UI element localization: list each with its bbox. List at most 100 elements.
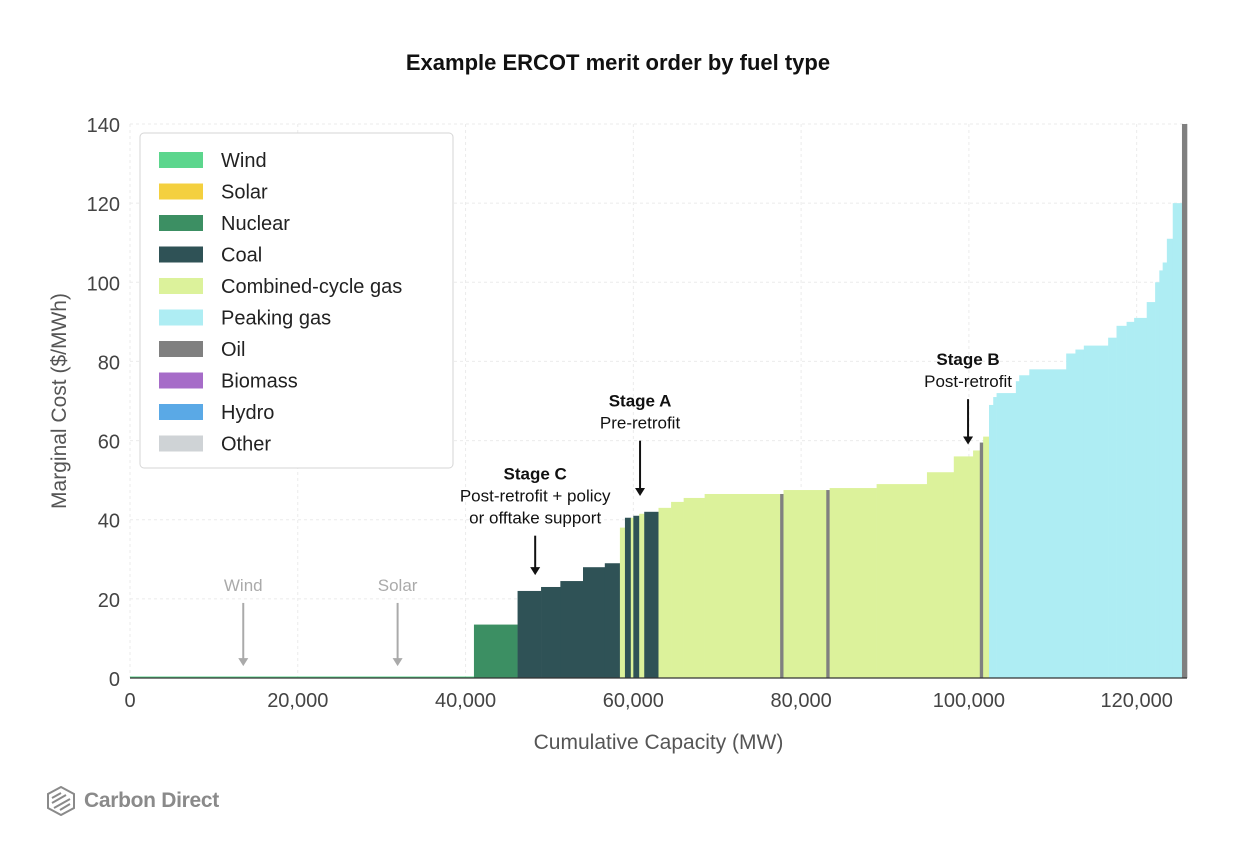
annotation-arrow-head xyxy=(635,487,646,496)
bar-segment xyxy=(926,472,955,678)
annotation-text: Pre-retrofit xyxy=(600,414,681,433)
annotation-text: or offtake support xyxy=(469,509,601,528)
bar-segment xyxy=(644,511,659,678)
cube-logo-icon xyxy=(47,786,75,816)
bar-segment xyxy=(953,456,974,678)
legend-swatch xyxy=(159,372,203,389)
legend-entry-label: Biomass xyxy=(221,371,298,393)
bar-segment xyxy=(1015,381,1020,678)
y-tick-label: 120 xyxy=(87,194,120,216)
legend-swatch xyxy=(159,183,203,200)
bar-segment xyxy=(1162,262,1168,678)
x-tick-label: 0 xyxy=(124,690,135,712)
x-tick-label: 20,000 xyxy=(267,690,328,712)
y-tick-label: 100 xyxy=(87,273,120,295)
bar-segment xyxy=(517,590,542,678)
legend-swatch xyxy=(159,246,203,263)
axes-group: 0 20 40 60 80 100 120 140 0 20,000 40,000 60,000 80,… xyxy=(48,115,1187,754)
bar-segment xyxy=(1159,270,1163,678)
annotation-text: Post-retrofit + policy xyxy=(460,487,611,506)
bar-segment xyxy=(1029,369,1067,678)
legend-entry-label: Solar xyxy=(221,182,268,204)
bar-segment xyxy=(1166,238,1174,678)
bar-segment xyxy=(639,513,645,678)
y-tick-label: 20 xyxy=(98,590,120,612)
bar-segment xyxy=(671,501,684,678)
annotation-arrow-head xyxy=(530,567,541,576)
bar-segment xyxy=(1172,203,1183,678)
bar-segment xyxy=(541,586,561,678)
y-tick-label: 40 xyxy=(98,511,120,533)
annotation-arrow-head xyxy=(238,658,249,667)
bar-segment xyxy=(473,624,518,678)
bar-segment xyxy=(783,490,827,678)
x-tick-label: 40,000 xyxy=(435,690,496,712)
legend-entry-label: Wind xyxy=(221,150,267,172)
bar-segment xyxy=(993,397,997,678)
bar-segment xyxy=(1146,302,1156,678)
bar-segment xyxy=(658,507,672,678)
legend-entry-label: Other xyxy=(221,434,271,456)
annotation-title: Stage B xyxy=(936,350,999,369)
annotation: Stage B Post-retrofit xyxy=(924,350,1012,445)
bar-segment xyxy=(829,488,877,678)
annotation-title: Stage C xyxy=(504,465,567,484)
x-tick-label: 80,000 xyxy=(771,690,832,712)
bar-segment xyxy=(1108,337,1117,678)
y-tick-label: 60 xyxy=(98,432,120,454)
bar-segment xyxy=(619,527,626,678)
legend: Wind Solar Nuclear Coal Combined-cycle gas Pe… xyxy=(139,132,454,469)
x-tick-label: 100,000 xyxy=(933,690,1005,712)
legend-swatch xyxy=(159,341,203,357)
legend-swatch xyxy=(159,278,203,294)
legend-entry-label: Peaking gas xyxy=(221,308,331,330)
bar-segment xyxy=(876,484,928,678)
legend-swatch xyxy=(159,309,203,326)
chart-title: Example ERCOT merit order by fuel type xyxy=(405,50,831,75)
y-tick-label: 0 xyxy=(109,669,120,691)
bar-segment xyxy=(624,517,632,678)
annotation-title: Stage A xyxy=(609,392,672,411)
bar-segment xyxy=(130,676,475,678)
bar-segment xyxy=(630,517,634,678)
annotation: Stage C Post-retrofit + policy or offtake … xyxy=(460,465,611,576)
bar-segment xyxy=(1083,345,1109,678)
annotation: Wind xyxy=(224,576,263,667)
legend-entry-label: Hydro xyxy=(221,402,274,424)
bar-segment xyxy=(983,436,990,678)
bar-segment xyxy=(1066,353,1076,678)
legend-swatch xyxy=(159,152,203,168)
bar-segment xyxy=(1134,317,1148,678)
annotation: Stage A Pre-retrofit xyxy=(600,392,681,496)
bar-segment xyxy=(583,567,606,678)
bar-segment xyxy=(604,563,621,678)
y-tick-label: 140 xyxy=(87,115,120,137)
bar-segment xyxy=(1155,282,1160,678)
legend-entry-label: Nuclear xyxy=(221,213,290,235)
legend-swatch xyxy=(159,215,203,231)
bar-segment xyxy=(826,490,830,678)
bars-group xyxy=(130,124,1188,678)
bar-segment xyxy=(780,493,784,678)
legend-entry-label: Coal xyxy=(221,245,262,267)
bar-segment xyxy=(704,493,781,678)
annotation-arrow-head xyxy=(963,436,974,445)
bar-segment xyxy=(1116,325,1127,678)
annotation-text: Solar xyxy=(378,576,418,595)
bar-segment xyxy=(683,497,705,678)
legend-entry-label: Oil xyxy=(221,339,245,361)
x-tick-label: 120,000 xyxy=(1101,690,1173,712)
legend-swatch xyxy=(159,404,203,420)
annotation: Solar xyxy=(378,576,418,667)
annotation-text: Post-retrofit xyxy=(924,372,1012,391)
bar-segment xyxy=(1181,124,1188,678)
legend-entry-label: Combined-cycle gas xyxy=(221,276,402,298)
bar-segment xyxy=(973,450,981,678)
carbon-direct-logo: Carbon Direct xyxy=(46,786,219,816)
bar-segment xyxy=(633,515,640,678)
annotation-arrow-head xyxy=(392,658,403,667)
bar-segment xyxy=(989,404,994,678)
logo-text: Carbon Direct xyxy=(84,789,219,812)
